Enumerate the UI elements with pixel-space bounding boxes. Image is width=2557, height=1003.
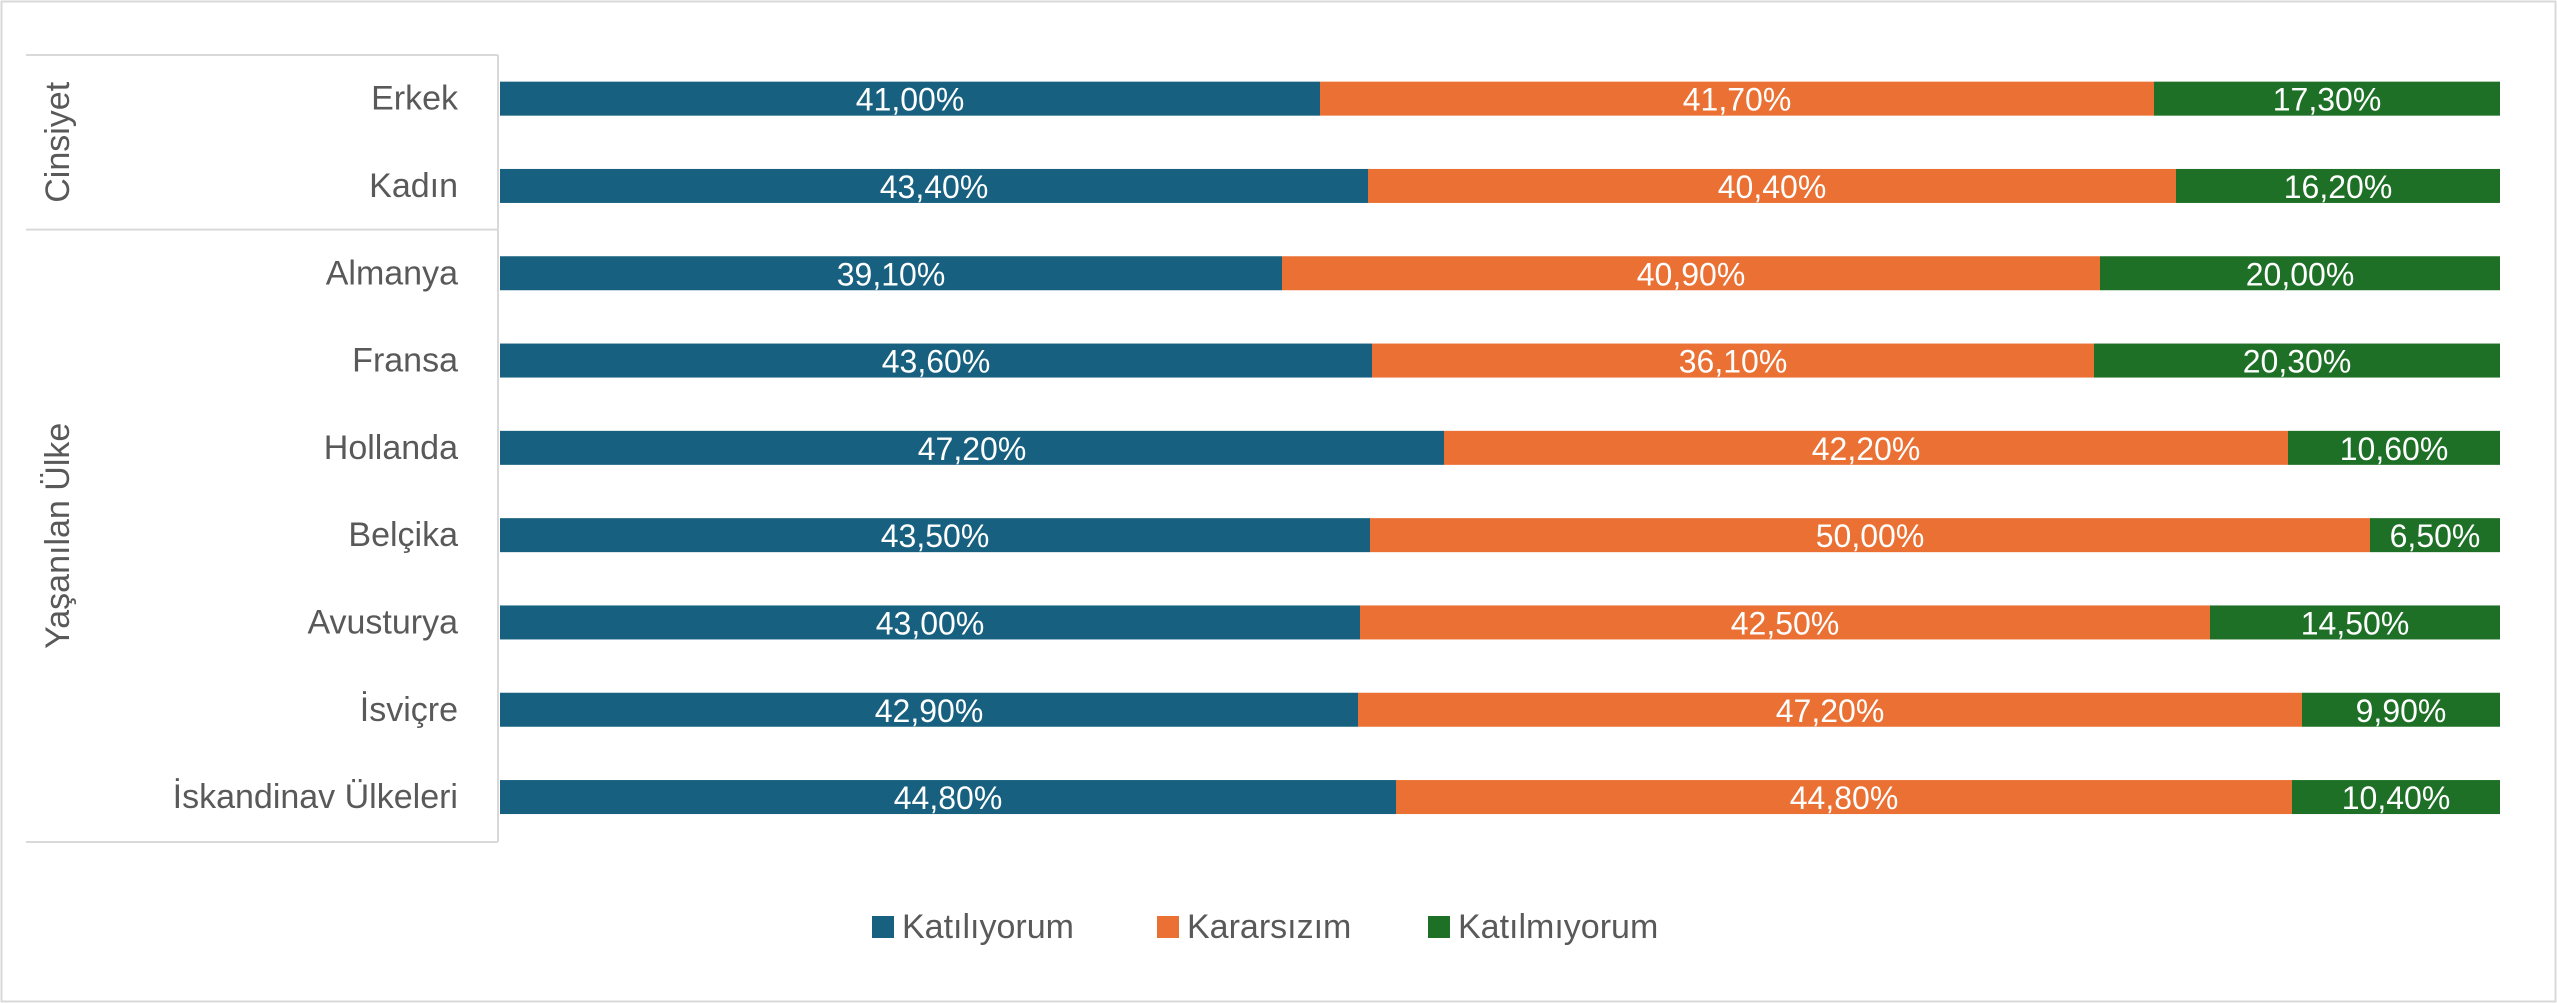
bar-katilmiyorum-erkek bbox=[2154, 81, 2500, 116]
bar-katiliyorum-fransa bbox=[500, 343, 1372, 378]
data-label-katiliyorum-iskandinav-ulkeleri: 44,80% bbox=[894, 780, 1003, 816]
data-label-katiliyorum-avusturya: 43,00% bbox=[876, 605, 985, 641]
bar-kararsizim-erkek bbox=[1320, 81, 2154, 116]
bar-kararsizim-isvicre bbox=[1358, 692, 2302, 727]
data-label-kararsizim-belcika: 50,00% bbox=[1816, 518, 1925, 554]
data-label-katilmiyorum-erkek: 17,30% bbox=[2273, 82, 2382, 118]
data-label-katiliyorum-kadin: 43,40% bbox=[880, 169, 989, 205]
bar-katiliyorum-iskandinav-ulkeleri bbox=[500, 780, 1396, 815]
bar-katiliyorum-almanya bbox=[500, 256, 1282, 291]
data-label-katilmiyorum-iskandinav-ulkeleri: 10,40% bbox=[2342, 780, 2451, 816]
data-label-katilmiyorum-isvicre: 9,90% bbox=[2356, 693, 2447, 729]
category-label-isvicre: İsviçre bbox=[360, 691, 458, 729]
bar-katiliyorum-kadin bbox=[500, 168, 1368, 203]
data-label-katilmiyorum-belcika: 6,50% bbox=[2390, 518, 2481, 554]
bar-katilmiyorum-fransa bbox=[2094, 343, 2500, 378]
category-label-iskandinav-ulkeleri: İskandinav Ülkeleri bbox=[173, 778, 458, 816]
data-label-kararsizim-isvicre: 47,20% bbox=[1776, 693, 1885, 729]
data-label-katiliyorum-belcika: 43,50% bbox=[881, 518, 990, 554]
data-label-kararsizim-erkek: 41,70% bbox=[1683, 82, 1792, 118]
data-label-katiliyorum-fransa: 43,60% bbox=[882, 344, 991, 380]
group-label-cinsiyet: Cinsiyet bbox=[39, 81, 77, 202]
bar-katiliyorum-hollanda bbox=[500, 430, 1444, 465]
data-label-katiliyorum-erkek: 41,00% bbox=[856, 82, 965, 118]
group-labels: Cinsiyet Yaşanılan Ülke bbox=[39, 81, 77, 649]
data-label-kararsizim-almanya: 40,90% bbox=[1637, 256, 1746, 292]
legend-swatch-kararsizim bbox=[1157, 916, 1179, 938]
data-label-katilmiyorum-almanya: 20,00% bbox=[2246, 256, 2355, 292]
legend-swatch-katilmiyorum bbox=[1428, 916, 1450, 938]
data-label-kararsizim-iskandinav-ulkeleri: 44,80% bbox=[1790, 780, 1899, 816]
bar-katiliyorum-belcika bbox=[500, 518, 1370, 553]
group-label-yasanilan-ulke: Yaşanılan Ülke bbox=[39, 423, 77, 649]
data-label-kararsizim-kadin: 40,40% bbox=[1718, 169, 1827, 205]
legend-label-katilmiyorum: Katılmıyorum bbox=[1458, 908, 1658, 946]
bar-kararsizim-fransa bbox=[1372, 343, 2094, 378]
bar-katilmiyorum-kadin bbox=[2176, 168, 2500, 203]
legend: Katılıyorum Kararsızım Katılmıyorum bbox=[872, 908, 1658, 946]
bar-katilmiyorum-belcika bbox=[2370, 518, 2500, 553]
bar-katilmiyorum-avusturya bbox=[2210, 605, 2500, 640]
data-label-katiliyorum-hollanda: 47,20% bbox=[918, 431, 1027, 467]
data-label-katiliyorum-isvicre: 42,90% bbox=[875, 693, 984, 729]
legend-label-katiliyorum: Katılıyorum bbox=[902, 908, 1074, 946]
data-label-kararsizim-avusturya: 42,50% bbox=[1731, 605, 1840, 641]
bar-kararsizim-belcika bbox=[1370, 518, 2370, 553]
category-label-belcika: Belçika bbox=[348, 516, 458, 554]
data-label-katiliyorum-almanya: 39,10% bbox=[837, 256, 946, 292]
data-label-katilmiyorum-hollanda: 10,60% bbox=[2340, 431, 2449, 467]
bar-katilmiyorum-isvicre bbox=[2302, 692, 2500, 727]
bar-katilmiyorum-iskandinav-ulkeleri bbox=[2292, 780, 2500, 815]
legend-swatch-katiliyorum bbox=[872, 916, 894, 938]
bar-katiliyorum-erkek bbox=[500, 81, 1320, 116]
data-labels: 41,00% 41,70% 17,30% 43,40% 40,40% 16,20% 39,1… bbox=[837, 82, 2481, 816]
legend-label-kararsizim: Kararsızım bbox=[1187, 908, 1351, 946]
category-label-hollanda: Hollanda bbox=[324, 429, 458, 467]
bar-katilmiyorum-almanya bbox=[2100, 256, 2500, 291]
data-label-katilmiyorum-fransa: 20,30% bbox=[2243, 344, 2352, 380]
category-label-erkek: Erkek bbox=[371, 80, 459, 118]
category-label-almanya: Almanya bbox=[326, 254, 458, 292]
data-label-kararsizim-fransa: 36,10% bbox=[1679, 344, 1788, 380]
bar-kararsizim-hollanda bbox=[1444, 430, 2288, 465]
bar-katiliyorum-isvicre bbox=[500, 692, 1358, 727]
category-axis-lines bbox=[26, 54, 499, 843]
bar-katiliyorum-avusturya bbox=[500, 605, 1360, 640]
bar-kararsizim-iskandinav-ulkeleri bbox=[1396, 780, 2292, 815]
category-label-avusturya: Avusturya bbox=[307, 603, 458, 641]
bar-kararsizim-almanya bbox=[1282, 256, 2100, 291]
data-label-katilmiyorum-kadin: 16,20% bbox=[2284, 169, 2393, 205]
bar-kararsizim-kadin bbox=[1368, 168, 2176, 203]
bar-katilmiyorum-hollanda bbox=[2288, 430, 2500, 465]
data-label-kararsizim-hollanda: 42,20% bbox=[1812, 431, 1921, 467]
category-label-kadin: Kadın bbox=[369, 167, 458, 205]
data-label-katilmiyorum-avusturya: 14,50% bbox=[2301, 605, 2410, 641]
category-labels: Erkek Kadın Almanya Fransa Hollanda Belçika Av… bbox=[173, 80, 459, 816]
bars bbox=[500, 81, 2500, 815]
bar-kararsizim-avusturya bbox=[1360, 605, 2210, 640]
category-label-fransa: Fransa bbox=[352, 342, 458, 380]
